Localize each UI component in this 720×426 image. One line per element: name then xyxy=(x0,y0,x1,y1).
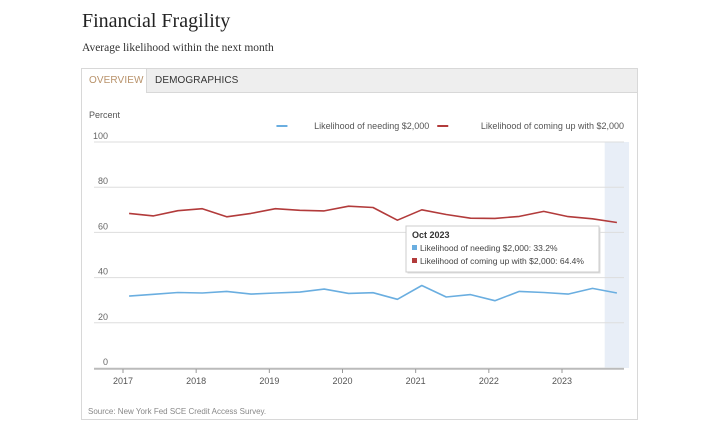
page-subtitle: Average likelihood within the next month xyxy=(82,42,274,54)
series-line-needing xyxy=(129,284,618,302)
y-tick-label: 20 xyxy=(98,312,108,322)
x-tick-label: 2022 xyxy=(479,376,499,386)
legend-label[interactable]: Likelihood of coming up with $2,000 xyxy=(481,121,624,131)
x-tick-label: 2021 xyxy=(406,376,426,386)
legend-label[interactable]: Likelihood of needing $2,000 xyxy=(314,121,429,131)
y-tick-label: 100 xyxy=(93,131,108,141)
y-tick-label: 60 xyxy=(98,221,108,231)
highlight-band xyxy=(604,142,630,368)
tooltip-line: Likelihood of coming up with $2,000: 64.… xyxy=(420,256,584,266)
tab-demographics[interactable]: DEMOGRAPHICS xyxy=(155,75,239,86)
y-tick-label: 40 xyxy=(98,267,108,277)
tooltip-swatch xyxy=(412,245,417,250)
source-note: Source: New York Fed SCE Credit Access S… xyxy=(88,407,267,416)
tooltip-box xyxy=(405,225,600,273)
tab-bar: OVERVIEW DEMOGRAPHICS xyxy=(82,69,637,93)
page-title: Financial Fragility xyxy=(82,10,231,32)
x-tick-label: 2023 xyxy=(552,376,572,386)
tooltip-title: Oct 2023 xyxy=(412,230,450,240)
tooltip-swatch xyxy=(412,258,417,263)
tab-overview[interactable]: OVERVIEW xyxy=(82,69,147,93)
y-tick-label: 0 xyxy=(103,357,108,367)
x-tick-label: 2018 xyxy=(186,376,206,386)
tooltip-line: Likelihood of needing $2,000: 33.2% xyxy=(420,243,558,253)
series-line-coming_up xyxy=(129,205,618,224)
x-tick-label: 2017 xyxy=(113,376,133,386)
y-tick-label: 80 xyxy=(98,176,108,186)
x-tick-label: 2020 xyxy=(332,376,352,386)
y-axis-label: Percent xyxy=(89,110,121,120)
x-tick-label: 2019 xyxy=(259,376,279,386)
